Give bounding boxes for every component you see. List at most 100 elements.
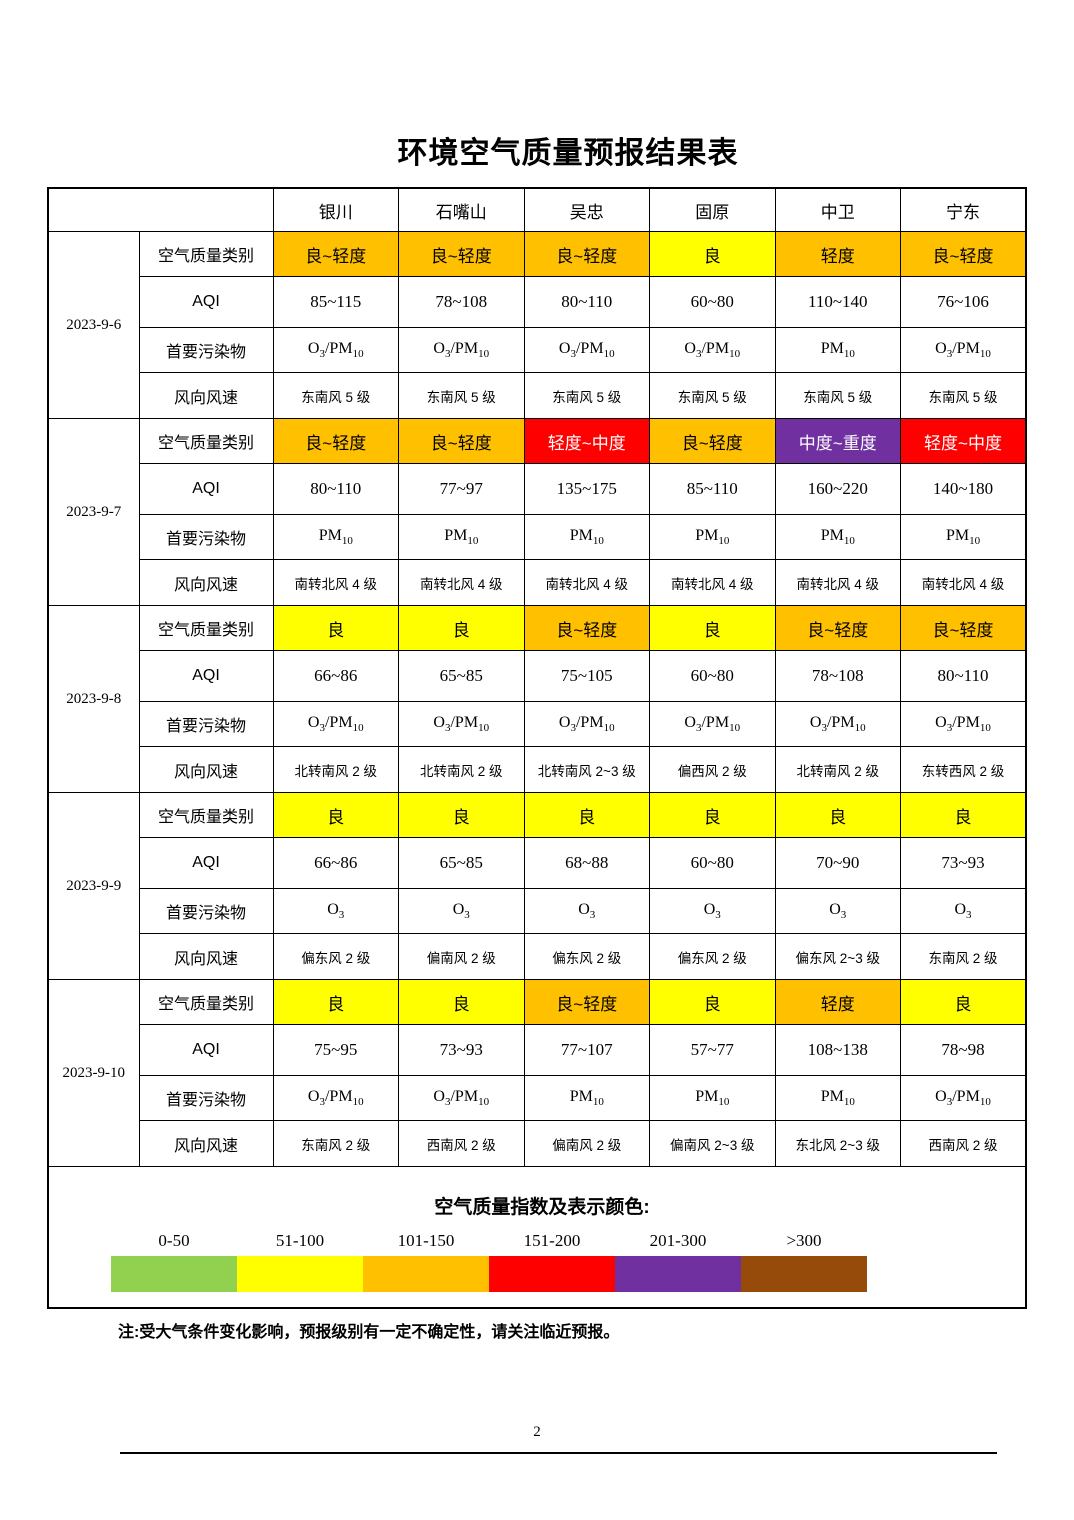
date-cell: 2023-9-8 <box>47 605 140 793</box>
category-cell: 良 <box>900 979 1027 1025</box>
wind-cell: 东转西风 2 级 <box>900 746 1027 793</box>
legend-color-band <box>111 1256 1025 1292</box>
wind-cell: 南转北风 4 级 <box>649 559 776 606</box>
legend-color-swatch <box>237 1256 363 1292</box>
pollutant-cell: O3/PM10 <box>774 701 901 747</box>
row-label-wind: 风向风速 <box>138 746 274 793</box>
aqi-cell: 60~80 <box>649 650 776 702</box>
city-header: 固原 <box>649 187 776 232</box>
wind-cell: 偏东风 2 级 <box>649 933 776 980</box>
pollutant-cell: O3/PM10 <box>900 701 1027 747</box>
row-label-category: 空气质量类别 <box>138 979 274 1025</box>
category-cell: 轻度~中度 <box>523 418 650 464</box>
aqi-cell: 76~106 <box>900 276 1027 328</box>
aqi-cell: 66~86 <box>272 837 399 889</box>
pollutant-cell: O3 <box>649 888 776 934</box>
pollutant-cell: O3 <box>398 888 525 934</box>
aqi-row: AQI 80~110 77~97 135~175 85~110 160~220 140~18… <box>48 463 1027 515</box>
pollutant-cell: O3 <box>523 888 650 934</box>
wind-cell: 北转南风 2 级 <box>398 746 525 793</box>
legend-range-label: 51-100 <box>275 1231 325 1250</box>
category-cell: 良 <box>398 605 525 651</box>
wind-cell: 偏东风 2 级 <box>523 933 650 980</box>
aqi-cell: 77~107 <box>523 1024 650 1076</box>
category-cell: 轻度 <box>774 231 901 277</box>
category-cell: 良 <box>523 792 650 838</box>
category-cell: 良 <box>649 979 776 1025</box>
wind-cell: 南转北风 4 级 <box>774 559 901 606</box>
wind-cell: 偏东风 2 级 <box>272 933 399 980</box>
wind-cell: 东南风 5 级 <box>774 372 901 419</box>
wind-cell: 西南风 2 级 <box>398 1120 525 1167</box>
footnote: 注:受大气条件变化影响，预报级别有一定不确定性，请关注临近预报。 <box>118 1324 620 1341</box>
wind-cell: 北转南风 2 级 <box>774 746 901 793</box>
category-cell: 良~轻度 <box>523 231 650 277</box>
category-cell: 良~轻度 <box>272 418 399 464</box>
row-label-aqi: AQI <box>138 1024 274 1076</box>
city-header: 宁东 <box>900 187 1027 232</box>
legend-range-labels: 0-50 51-100 101-150 151-200 201-300 >300 <box>111 1231 1025 1251</box>
pollutant-cell: PM10 <box>398 514 525 560</box>
city-header: 石嘴山 <box>398 187 525 232</box>
wind-row: 风向风速 南转北风 4 级南转北风 4 级南转北风 4 级南转北风 4 级南转北风… <box>48 559 1027 606</box>
pollutant-cell: PM10 <box>523 1075 650 1121</box>
aqi-cell: 78~108 <box>774 650 901 702</box>
footer-rule <box>120 1452 997 1454</box>
page-title: 环境空气质量预报结果表 <box>397 137 739 170</box>
wind-cell: 东南风 5 级 <box>649 372 776 419</box>
pollutant-row: 首要污染物 O3 O3 O3 O3 O3 O3 <box>48 888 1027 934</box>
legend-color-swatch <box>363 1256 489 1292</box>
aqi-cell: 68~88 <box>523 837 650 889</box>
row-label-pollutant: 首要污染物 <box>138 888 274 934</box>
row-label-wind: 风向风速 <box>138 933 274 980</box>
table-corner-cell <box>47 187 274 232</box>
wind-row: 风向风速 东南风 5 级东南风 5 级东南风 5 级东南风 5 级东南风 5 级东… <box>48 372 1027 419</box>
pollutant-cell: O3/PM10 <box>272 327 399 373</box>
legend-color-swatch <box>489 1256 615 1292</box>
wind-cell: 东南风 2 级 <box>272 1120 399 1167</box>
aqi-cell: 80~110 <box>523 276 650 328</box>
row-label-aqi: AQI <box>138 837 274 889</box>
forecast-table: 银川 石嘴山 吴忠 固原 中卫 宁东 2023-9-6 空气质量类别 良~轻度 良~轻度 良~轻度良… <box>47 187 1027 1309</box>
row-label-pollutant: 首要污染物 <box>138 1075 274 1121</box>
category-cell: 良 <box>649 605 776 651</box>
aqi-cell: 140~180 <box>900 463 1027 515</box>
pollutant-row: 首要污染物 O3/PM10 O3/PM10 O3/PM10 O3/PM10 O3/PM10… <box>48 701 1027 747</box>
legend-color-swatch <box>615 1256 741 1292</box>
row-label-category: 空气质量类别 <box>138 605 274 651</box>
legend-color-swatch <box>741 1256 867 1292</box>
wind-cell: 偏南风 2 级 <box>523 1120 650 1167</box>
pollutant-cell: O3/PM10 <box>398 701 525 747</box>
wind-cell: 偏东风 2~3 级 <box>774 933 901 980</box>
pollutant-cell: O3/PM10 <box>649 701 776 747</box>
pollutant-cell: PM10 <box>774 514 901 560</box>
pollutant-cell: O3 <box>774 888 901 934</box>
category-cell: 良 <box>398 979 525 1025</box>
pollutant-row: 首要污染物 O3/PM10 O3/PM10 O3/PM10 O3/PM10 PM10 O3/… <box>48 327 1027 373</box>
aqi-cell: 73~93 <box>900 837 1027 889</box>
row-label-category: 空气质量类别 <box>138 418 274 464</box>
city-header: 吴忠 <box>523 187 650 232</box>
aqi-cell: 110~140 <box>774 276 901 328</box>
aqi-cell: 65~85 <box>398 650 525 702</box>
pollutant-row: 首要污染物 O3/PM10 O3/PM10 PM10 PM10 PM10 O3/PM10 <box>48 1075 1027 1121</box>
pollutant-cell: PM10 <box>900 514 1027 560</box>
pollutant-cell: O3 <box>900 888 1027 934</box>
pollutant-cell: PM10 <box>649 1075 776 1121</box>
pollutant-cell: PM10 <box>523 514 650 560</box>
forecast-table-body: 银川 石嘴山 吴忠 固原 中卫 宁东 2023-9-6 空气质量类别 良~轻度 良~轻度 良~轻度良… <box>47 187 1027 1309</box>
category-cell: 中度~重度 <box>774 418 901 464</box>
aqi-cell: 65~85 <box>398 837 525 889</box>
pollutant-cell: O3/PM10 <box>649 327 776 373</box>
category-row: 2023-9-7 空气质量类别 良~轻度 良~轻度 轻度~中度 良~轻度 中度~重度 轻度~中… <box>47 418 1027 606</box>
category-cell: 良~轻度 <box>272 231 399 277</box>
wind-cell: 南转北风 4 级 <box>900 559 1027 606</box>
wind-cell: 东南风 5 级 <box>272 372 399 419</box>
category-cell: 良 <box>272 979 399 1025</box>
pollutant-cell: O3/PM10 <box>523 327 650 373</box>
category-cell: 良 <box>649 792 776 838</box>
aqi-cell: 60~80 <box>649 837 776 889</box>
category-row: 2023-9-10 空气质量类别良良良~轻度良轻度良 <box>47 979 1027 1167</box>
category-cell: 轻度 <box>774 979 901 1025</box>
